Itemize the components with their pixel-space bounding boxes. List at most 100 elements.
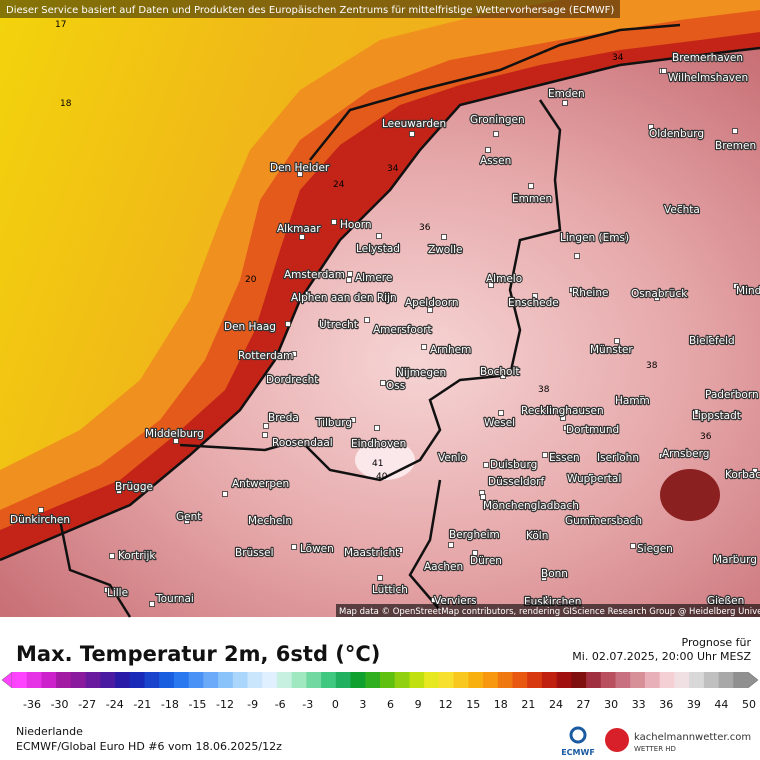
city-label: Mönchengladbach [483,500,579,512]
colorbar-swatch [703,672,720,688]
colorbar-swatch [674,672,690,688]
notice-bg [0,0,620,18]
colorbar-tick-label: 24 [549,698,563,711]
city-label: Lippstadt [692,410,741,422]
colorbar-swatch [306,672,322,688]
city-label: Antwerpen [232,478,289,490]
city-label: Bergheim [449,529,500,541]
city-marker [707,335,713,341]
colorbar-swatch [262,672,278,688]
colorbar-swatch [129,672,145,688]
city-label: Mind [736,285,760,297]
colorbar-tick-label: 6 [387,698,394,711]
colorbar-swatch [512,672,528,688]
island-chain [309,23,681,161]
city-label: Alphen aan den Rijn [291,292,397,304]
colorbar-tick-label: 12 [439,698,453,711]
colorbar-swatch [453,672,469,688]
colorbar-swatch [41,672,57,688]
city-marker [569,287,575,293]
colorbar-swatch [468,672,484,688]
city-label: Almere [355,272,392,284]
city-marker [639,395,645,401]
city-marker [677,204,683,210]
site-icon [605,728,629,752]
city-marker [732,128,738,134]
city-marker [425,564,431,570]
city-label: Utrecht [319,319,358,331]
contour-label: 20 [245,275,257,285]
city-label: Korbach [725,469,760,481]
city-marker [318,321,324,327]
colorbar-tick-label: -3 [302,698,313,711]
city-label: Münster [590,344,633,356]
colorbar-tick-label: 27 [577,698,591,711]
city-label: Lüttich [372,584,408,596]
attribution: Map data © OpenStreetMap contributors, r… [339,607,760,617]
colorbar-swatch [424,672,440,688]
contour-label: 18 [60,99,72,109]
city-label: Recklinghausen [521,405,604,417]
colorbar-swatch [733,672,749,688]
legend-title: Max. Temperatur 2m, 6std (°C) [16,642,380,666]
city-label: Den Haag [224,321,276,333]
city-label: Köln [526,530,548,542]
city-label: Mecheln [248,515,292,527]
city-label: Wuppertal [567,473,621,485]
city-label: Groningen [470,114,525,126]
colorbar-tick-label: -27 [78,698,96,711]
city-marker [498,410,504,416]
colorbar-tick-label: 39 [687,698,701,711]
colorbar-swatch [85,672,101,688]
city-label: Siegen [637,543,673,555]
city-marker [184,518,190,524]
colorbar-swatch [541,672,558,688]
colorbar-tick-label: 3 [359,698,366,711]
city-layer: Bremerhaven Wilhelmshaven Emden Leeuwarden G… [9,20,760,609]
colorbar-swatch [56,672,72,688]
city-label: Dünkirchen [10,514,70,526]
city-marker [528,533,534,539]
city-label: Brügge [115,481,153,493]
city-marker [346,277,352,283]
attribution-bg [336,604,760,617]
city-label: Nijmegen [396,367,446,379]
city-label: Lille [107,587,128,599]
colorbar-swatch [159,672,175,688]
city-label: Gummersbach [565,515,642,527]
city-label: Emmen [512,193,552,205]
contour-label: 41 [372,459,383,469]
city-label: Dortmund [566,424,619,436]
city-marker [285,321,291,327]
city-marker [364,317,370,323]
colorbar-swatch [394,672,410,688]
city-marker [380,380,386,386]
colorbar-swatch [527,672,543,688]
city-marker [222,491,228,497]
city-marker [305,291,311,297]
city-marker [263,423,269,429]
city-marker [38,507,44,513]
city-marker [439,369,445,375]
city-label: Bremerhaven [672,52,743,64]
colorbar-arrow-right [747,671,759,689]
city-marker [421,344,427,350]
contour-label: 36 [700,432,712,442]
contour-label: 36 [419,223,431,233]
city-marker [350,417,356,423]
city-marker [500,373,506,379]
colorbar-swatch [291,672,307,688]
colorbar-tick-label: -21 [133,698,151,711]
city-marker [560,415,566,421]
city-marker [659,453,665,459]
colorbar-tick-label: -36 [23,698,41,711]
border [179,99,562,482]
city-marker [173,438,179,444]
city-marker [715,596,721,602]
city-marker [485,147,491,153]
colorbar-tick-label: -12 [216,698,234,711]
city-label: Arnhem [430,344,471,356]
colorbar-swatch [718,672,734,688]
city-label: Lingen (Ems) [560,232,629,244]
